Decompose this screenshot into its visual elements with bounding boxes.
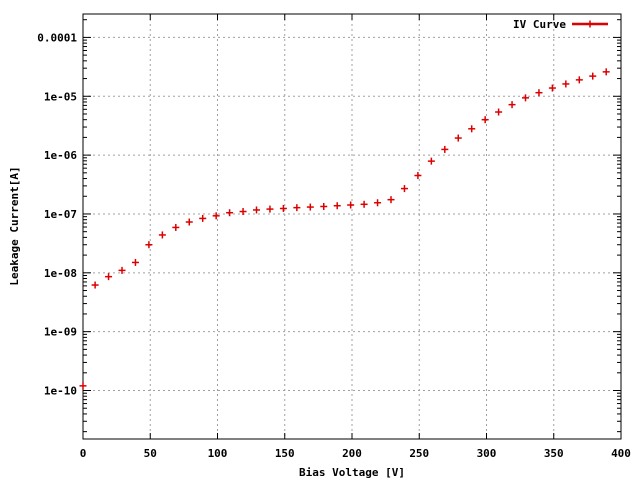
data-point: [212, 212, 220, 220]
data-point: [105, 273, 113, 281]
grid-lines: [83, 14, 621, 439]
data-point: [454, 134, 462, 142]
data-point: [575, 76, 583, 84]
data-point: [414, 172, 422, 180]
data-point: [226, 209, 234, 217]
data-point: [481, 116, 489, 124]
y-axis-tick-labels: 1e-10 1e-09 1e-08 1e-07 1e-06 1e-05 0.0001: [37, 31, 77, 397]
data-point: [522, 94, 530, 102]
x-tick-label: 200: [342, 447, 362, 460]
data-point: [185, 218, 193, 226]
data-point: [253, 206, 261, 214]
y-tick-label: 1e-09: [44, 326, 77, 339]
x-tick-label: 350: [544, 447, 564, 460]
data-point: [387, 196, 395, 204]
data-point: [131, 258, 139, 266]
data-point: [79, 382, 87, 390]
data-point: [441, 145, 449, 153]
data-point: [279, 204, 287, 212]
data-point: [548, 84, 556, 92]
data-point: [293, 204, 301, 212]
data-point: [333, 202, 341, 210]
data-point: [495, 108, 503, 116]
data-point: [508, 101, 516, 109]
data-point: [158, 231, 166, 239]
x-axis-label: Bias Voltage [V]: [299, 466, 405, 479]
axis-ticks: [82, 14, 622, 439]
data-point: [91, 281, 99, 289]
data-point: [145, 241, 153, 249]
y-tick-label: 1e-08: [44, 267, 77, 280]
data-point: [320, 202, 328, 210]
legend-swatch-marker: [586, 20, 594, 28]
data-point: [266, 205, 274, 213]
data-point: [400, 185, 408, 193]
x-tick-label: 0: [80, 447, 87, 460]
x-tick-label: 300: [477, 447, 497, 460]
data-points: [79, 68, 610, 390]
data-point: [306, 203, 314, 211]
data-point: [374, 199, 382, 207]
x-tick-label: 150: [275, 447, 295, 460]
y-axis-label: Leakage Current[A]: [8, 166, 21, 285]
y-tick-label: 0.0001: [37, 31, 77, 44]
data-point: [562, 80, 570, 88]
x-tick-label: 100: [208, 447, 228, 460]
data-point: [589, 72, 597, 80]
x-axis-tick-labels: 0 50 100 150 200 250 300 350 400: [80, 447, 631, 460]
data-point: [118, 266, 126, 274]
data-point: [602, 68, 610, 76]
y-tick-label: 1e-07: [44, 208, 77, 221]
data-point: [172, 223, 180, 231]
data-point: [468, 125, 476, 133]
x-tick-label: 50: [144, 447, 157, 460]
legend: IV Curve: [513, 18, 608, 31]
legend-entry-label: IV Curve: [513, 18, 566, 31]
y-tick-label: 1e-10: [44, 385, 77, 398]
y-tick-label: 1e-05: [44, 90, 77, 103]
data-point: [427, 157, 435, 165]
x-tick-label: 400: [611, 447, 631, 460]
y-tick-label: 1e-06: [44, 149, 77, 162]
data-point: [239, 208, 247, 216]
data-point: [347, 201, 355, 209]
data-point: [199, 214, 207, 222]
x-tick-label: 250: [409, 447, 429, 460]
data-point: [360, 200, 368, 208]
legend-marker-plus: [586, 20, 594, 28]
data-point: [535, 89, 543, 97]
